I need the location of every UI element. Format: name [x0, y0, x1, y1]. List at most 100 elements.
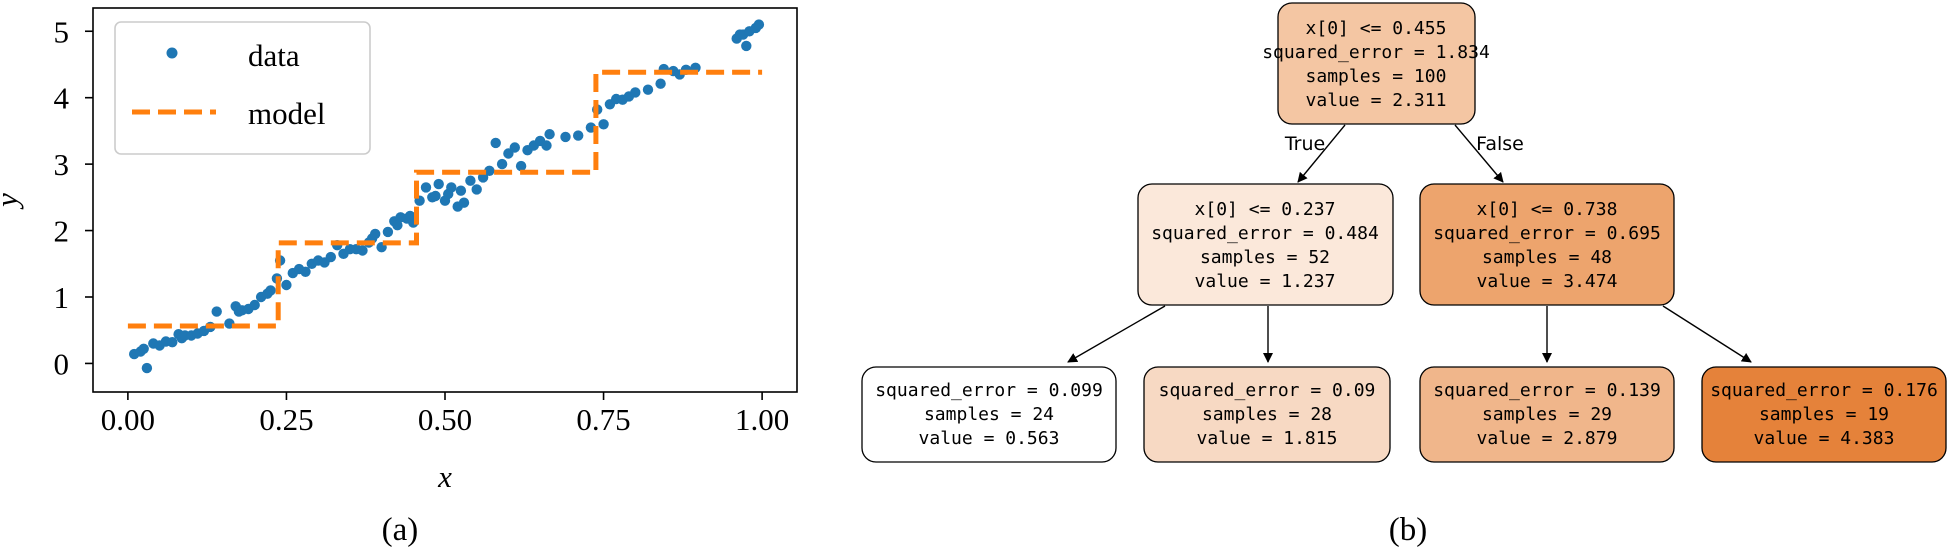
caption-b: (b)	[1389, 512, 1427, 548]
panel-b-tree: True False x[0] <= 0.455 squared_error =…	[861, 2, 1947, 548]
node-box	[1419, 366, 1675, 463]
node-line: value = 1.237	[1195, 271, 1336, 292]
legend-box	[114, 21, 371, 155]
node-line: samples = 48	[1482, 247, 1612, 268]
tree-node-ll: squared_error = 0.099 samples = 24 value…	[861, 366, 1117, 463]
data-point	[300, 266, 311, 277]
node-line: squared_error = 0.695	[1433, 223, 1661, 244]
data-point	[598, 119, 609, 130]
data-point	[630, 87, 641, 98]
model-step-line	[127, 69, 763, 329]
edge-label-true: True	[1284, 133, 1325, 155]
data-point	[392, 220, 403, 231]
data-point	[382, 226, 394, 238]
tree-node-root: x[0] <= 0.455 squared_error = 1.834 samp…	[1262, 2, 1490, 125]
tree-node-left: x[0] <= 0.237 squared_error = 0.484 samp…	[1137, 183, 1394, 306]
node-line: squared_error = 1.834	[1262, 42, 1490, 63]
x-tick-label: 0.50	[418, 402, 472, 437]
data-point	[560, 131, 571, 143]
node-line: x[0] <= 0.455	[1306, 18, 1447, 39]
data-point	[477, 172, 489, 183]
edge-right-rr	[1662, 305, 1752, 363]
data-point	[490, 137, 501, 149]
data-point	[433, 178, 444, 190]
data-point	[515, 160, 527, 172]
node-line: value = 4.383	[1754, 428, 1895, 449]
node-line: squared_error = 0.099	[875, 380, 1103, 401]
x-axis-ticks: 0.00 0.25 0.50 0.75 1.00	[101, 392, 789, 437]
node-line: samples = 19	[1759, 404, 1889, 425]
y-tick-label: 4	[54, 81, 70, 116]
data-point	[249, 299, 260, 311]
legend: data model	[114, 21, 371, 155]
data-point	[496, 158, 508, 170]
y-tick-label: 3	[54, 147, 70, 182]
data-point	[446, 182, 457, 193]
data-point	[138, 343, 149, 354]
x-axis-label: x	[437, 459, 452, 494]
node-line: value = 1.815	[1197, 428, 1338, 449]
panel-a-chart: 0.00 0.25 0.50 0.75 1.00 0 1 2 3 4 5 x y data mod…	[0, 7, 798, 548]
data-point	[211, 306, 222, 317]
node-line: squared_error = 0.176	[1710, 380, 1938, 401]
node-line: x[0] <= 0.237	[1195, 199, 1336, 220]
data-point	[655, 78, 666, 89]
model-series	[127, 69, 763, 329]
data-point	[325, 251, 336, 263]
chart-marks	[129, 19, 765, 374]
data-point	[484, 165, 495, 176]
legend-data-marker	[166, 47, 178, 59]
node-box	[1143, 366, 1391, 463]
edge-left-ll	[1067, 305, 1166, 363]
node-line: samples = 24	[924, 404, 1054, 425]
y-tick-label: 1	[54, 280, 70, 315]
node-line: samples = 100	[1306, 66, 1447, 87]
node-box	[1277, 2, 1476, 125]
edge-root-left	[1297, 124, 1346, 183]
tree-node-rr: squared_error = 0.176 samples = 19 value…	[1701, 366, 1947, 463]
node-line: samples = 52	[1200, 247, 1330, 268]
node-box	[1419, 183, 1675, 306]
x-tick-label: 0.75	[576, 402, 630, 437]
node-line: samples = 28	[1202, 404, 1332, 425]
data-point	[420, 182, 432, 193]
x-tick-label: 1.00	[735, 402, 789, 437]
node-line: value = 3.474	[1477, 271, 1618, 292]
data-point	[541, 140, 552, 151]
node-line: squared_error = 0.484	[1151, 223, 1379, 244]
edge-root-right	[1454, 124, 1504, 183]
y-axis-label: y	[0, 193, 24, 210]
y-axis-ticks: 0 1 2 3 4 5	[54, 14, 93, 381]
node-line: value = 2.311	[1306, 90, 1447, 111]
node-line: squared_error = 0.139	[1433, 380, 1661, 401]
data-point	[281, 279, 292, 291]
data-point	[430, 190, 441, 202]
data-point	[265, 285, 276, 296]
caption-a: (a)	[382, 512, 419, 548]
data-point	[741, 40, 752, 52]
node-line: squared_error = 0.09	[1159, 380, 1376, 401]
data-point	[642, 84, 654, 95]
data-point	[167, 337, 178, 348]
node-box	[1137, 183, 1394, 306]
legend-label-model: model	[248, 96, 326, 131]
data-point	[455, 185, 467, 196]
data-point	[509, 142, 520, 153]
legend-label-data: data	[248, 38, 300, 73]
data-point	[357, 245, 368, 256]
data-point	[544, 129, 555, 140]
node-box	[861, 366, 1117, 463]
tree-node-rl: squared_error = 0.139 samples = 29 value…	[1419, 366, 1675, 463]
tree-node-lr: squared_error = 0.09 samples = 28 value …	[1143, 366, 1391, 463]
data-point	[458, 197, 470, 208]
node-line: value = 0.563	[919, 428, 1060, 449]
data-point	[471, 184, 482, 195]
data-point	[573, 130, 584, 141]
y-tick-label: 2	[54, 214, 70, 249]
x-tick-label: 0.25	[259, 402, 313, 437]
data-point	[370, 228, 381, 240]
node-line: value = 2.879	[1477, 428, 1618, 449]
node-line: x[0] <= 0.738	[1477, 199, 1618, 220]
node-box	[1701, 366, 1947, 463]
